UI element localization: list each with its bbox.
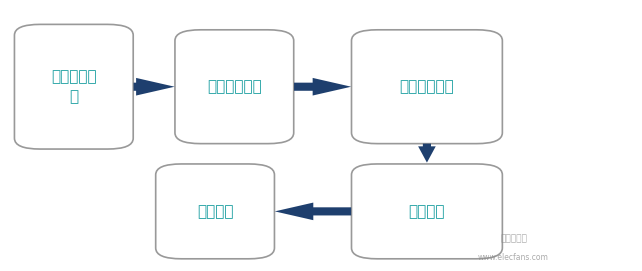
Text: 报警电路: 报警电路 <box>197 204 233 219</box>
Text: 信号处理电路: 信号处理电路 <box>399 79 455 94</box>
Polygon shape <box>134 78 175 95</box>
Polygon shape <box>275 203 351 220</box>
Polygon shape <box>294 78 351 95</box>
Polygon shape <box>418 144 436 163</box>
Text: 信号探测电
路: 信号探测电 路 <box>51 69 97 104</box>
FancyBboxPatch shape <box>175 30 293 144</box>
FancyBboxPatch shape <box>15 24 134 149</box>
FancyBboxPatch shape <box>352 30 503 144</box>
FancyBboxPatch shape <box>155 164 274 259</box>
Text: 电子发烧友: 电子发烧友 <box>500 234 527 243</box>
Text: 延时电路: 延时电路 <box>409 204 445 219</box>
FancyBboxPatch shape <box>352 164 503 259</box>
Text: 信号放大电路: 信号放大电路 <box>207 79 262 94</box>
Text: www.elecfans.com: www.elecfans.com <box>478 253 549 262</box>
